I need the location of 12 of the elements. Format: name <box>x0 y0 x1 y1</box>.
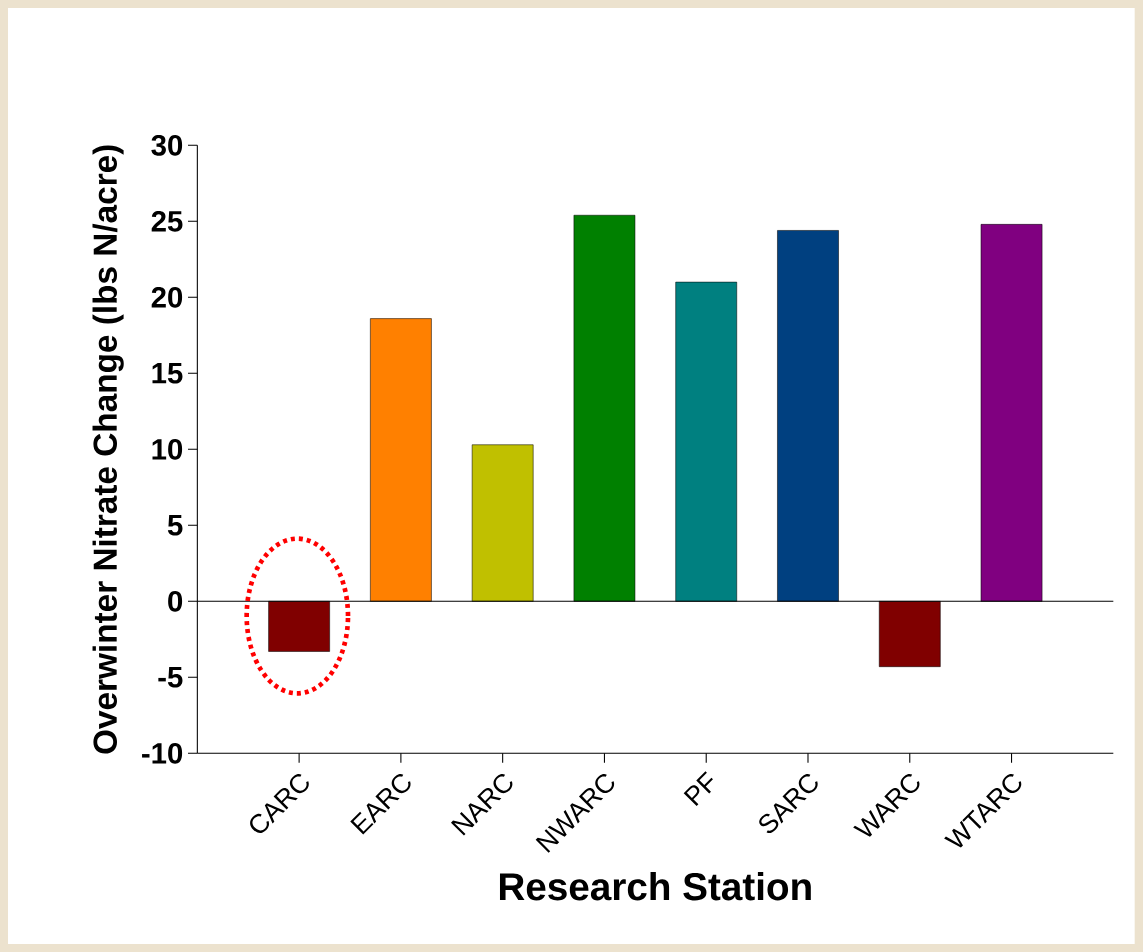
y-tick-label: 15 <box>152 363 183 384</box>
y-tick-label: -10 <box>142 742 183 764</box>
y-tick-label: 0 <box>168 590 183 612</box>
x-axis-title: Research Station <box>499 872 811 901</box>
y-tick-label: 5 <box>167 515 183 536</box>
x-tick-label: PF <box>683 771 713 807</box>
y-tick-label: 20 <box>151 286 183 308</box>
y-axis-title: Overwinter Nitrate Change (lbs N/acre) <box>92 145 124 754</box>
y-tick-label: 25 <box>151 210 183 232</box>
y-tick-label: 30 <box>151 134 183 156</box>
y-tick-label: 10 <box>152 438 183 460</box>
y-tick-label: -5 <box>158 667 183 688</box>
